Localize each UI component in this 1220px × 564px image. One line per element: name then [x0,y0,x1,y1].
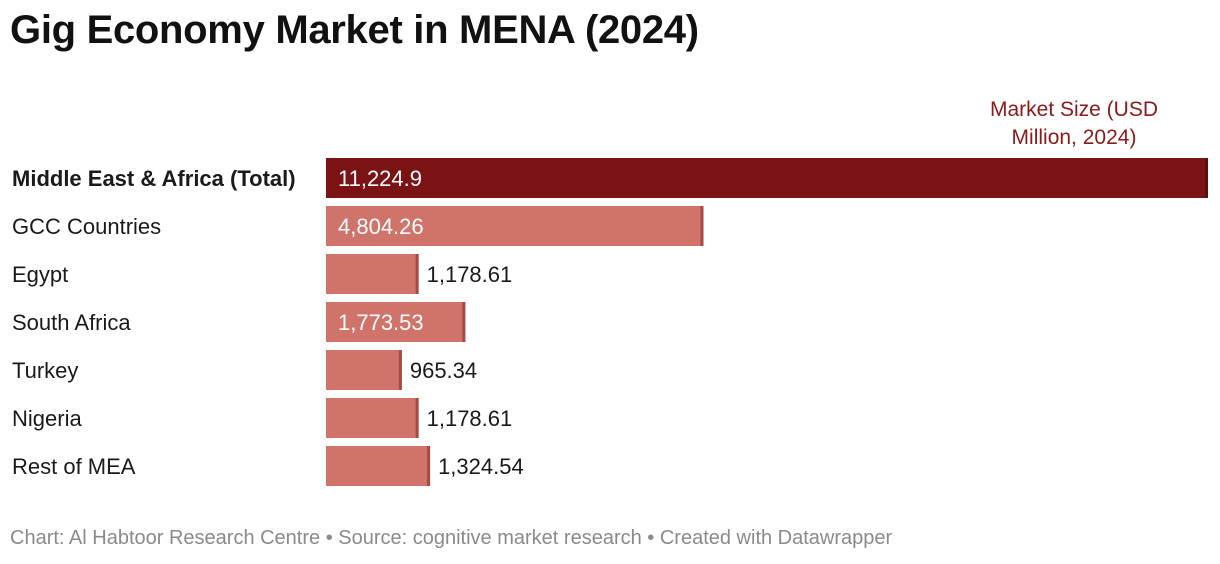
category-label: GCC Countries [12,214,161,239]
value-label: 1,178.61 [427,262,513,287]
bar [326,158,1208,198]
category-label: Middle East & Africa (Total) [12,166,296,191]
bar-edge-marker [462,302,466,342]
bar-row: Rest of MEA 1,324.54 [12,446,524,486]
value-label: 1,178.61 [427,406,513,431]
value-label: 11,224.9 [338,166,422,191]
bar [326,254,419,294]
bar-edge-marker [415,254,419,294]
bar-edge-marker [427,446,431,486]
category-label: Rest of MEA [12,454,136,479]
category-label: Egypt [12,262,68,287]
bar [326,446,431,486]
category-label: Turkey [12,358,78,383]
bar-row: South Africa 1,773.53 [12,302,466,342]
bar-edge-marker [398,350,402,390]
chart-title: Gig Economy Market in MENA (2024) [10,8,699,52]
value-label: 4,804.26 [338,214,424,239]
bar-row: Turkey 965.34 [12,350,477,390]
chart-footer: Chart: Al Habtoor Research Centre • Sour… [10,527,893,549]
bar [326,302,466,342]
category-label: Nigeria [12,406,82,431]
bar [326,398,419,438]
bar-edge-marker [1205,158,1208,198]
bar-edge-marker [700,206,704,246]
bar-row: Nigeria 1,178.61 [12,398,512,438]
bar [326,350,402,390]
value-label: 965.34 [410,358,477,383]
value-label: 1,324.54 [438,454,524,479]
category-label: South Africa [12,310,131,335]
bar-row: GCC Countries 4,804.26 [12,206,704,246]
value-column-header: Market Size (USD Million, 2024) [989,98,1159,149]
bar-edge-marker [415,398,419,438]
bar-row: Middle East & Africa (Total) 11,224.9 [12,158,1208,198]
bar-row: Egypt 1,178.61 [12,254,512,294]
bar [326,206,704,246]
value-label: 1,773.53 [338,310,424,335]
